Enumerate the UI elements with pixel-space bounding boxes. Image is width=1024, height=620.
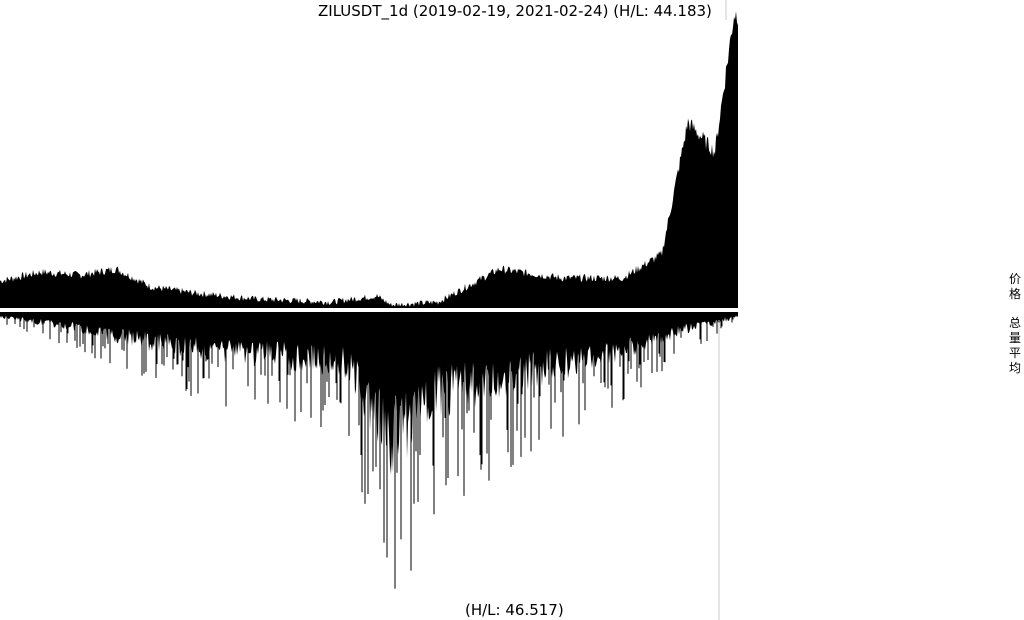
volume-panel [0,312,738,589]
chart-title: ZILUSDT_1d (2019-02-19, 2021-02-24) (H/L… [318,2,712,20]
price-panel [0,11,738,308]
legend: 价格 总量平均 [1007,272,1023,376]
legend-price: 价格 [1008,272,1021,301]
volume-spikes [6,312,734,589]
legend-volume-average: 总量平均 [1008,316,1021,375]
volume-area [0,312,738,475]
price-area [0,11,738,308]
volume-hl-label: (H/L: 46.517) [465,601,564,619]
